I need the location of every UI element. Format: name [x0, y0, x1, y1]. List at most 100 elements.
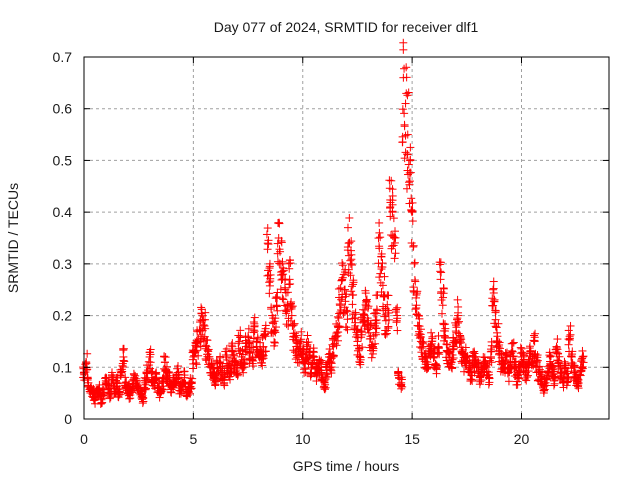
- data-point: [403, 150, 412, 159]
- data-point: [405, 180, 414, 189]
- data-point: [422, 365, 431, 374]
- data-point: [416, 332, 425, 341]
- data-point: [283, 306, 292, 315]
- data-point: [445, 348, 454, 357]
- data-point: [351, 318, 360, 327]
- data-point: [262, 230, 271, 239]
- data-point: [380, 329, 389, 338]
- data-point: [192, 360, 201, 369]
- y-tick-label: 0.3: [53, 256, 73, 272]
- data-point: [204, 345, 213, 354]
- data-point: [376, 269, 385, 278]
- data-point: [264, 240, 273, 249]
- data-point: [375, 218, 384, 227]
- data-point: [388, 207, 397, 216]
- data-point: [436, 258, 445, 267]
- data-point: [412, 303, 421, 312]
- y-tick-label: 0.6: [53, 101, 73, 117]
- data-point: [410, 259, 419, 268]
- data-point: [453, 314, 462, 323]
- data-point: [350, 314, 359, 323]
- data-point: [136, 386, 145, 395]
- data-point: [348, 291, 357, 300]
- data-point: [287, 303, 296, 312]
- data-point: [346, 256, 355, 265]
- data-point: [303, 331, 312, 340]
- data-point: [574, 384, 583, 393]
- data-point: [418, 338, 427, 347]
- data-point: [234, 331, 243, 340]
- data-point: [219, 380, 228, 389]
- data-point: [304, 338, 313, 347]
- data-point: [297, 327, 306, 336]
- data-point: [448, 363, 457, 372]
- data-point: [415, 334, 424, 343]
- data-point: [346, 271, 355, 280]
- data-point: [173, 362, 182, 371]
- data-point: [461, 343, 470, 352]
- data-point: [133, 381, 142, 390]
- data-point: [145, 361, 154, 370]
- data-point: [343, 223, 352, 232]
- data-point: [338, 261, 347, 270]
- data-point: [563, 367, 572, 376]
- data-point: [119, 346, 128, 355]
- data-point: [244, 324, 253, 333]
- data-point: [290, 319, 299, 328]
- data-point: [235, 337, 244, 346]
- data-point: [397, 373, 406, 382]
- data-point: [509, 352, 518, 361]
- data-point: [285, 280, 294, 289]
- data-point: [249, 356, 258, 365]
- data-point: [159, 382, 168, 391]
- data-point: [399, 45, 408, 54]
- data-point: [342, 306, 351, 315]
- data-point: [578, 354, 587, 363]
- data-point: [430, 352, 439, 361]
- data-point: [400, 109, 409, 118]
- data-point: [380, 312, 389, 321]
- data-point: [564, 326, 573, 335]
- data-point: [412, 310, 421, 319]
- data-point: [561, 359, 570, 368]
- data-point: [392, 305, 401, 314]
- data-point: [384, 315, 393, 324]
- data-point: [547, 361, 556, 370]
- data-point: [317, 368, 326, 377]
- data-point: [406, 155, 415, 164]
- data-point: [466, 377, 475, 386]
- y-tick-label: 0.1: [53, 359, 73, 375]
- data-point: [389, 214, 398, 223]
- data-point: [358, 343, 367, 352]
- data-point: [550, 376, 559, 385]
- x-axis-label: GPS time / hours: [293, 458, 400, 474]
- data-point: [189, 364, 198, 373]
- data-point: [431, 359, 440, 368]
- data-point: [406, 168, 415, 177]
- data-point: [119, 344, 128, 353]
- data-point: [146, 345, 155, 354]
- data-point: [401, 148, 410, 157]
- data-point: [486, 345, 495, 354]
- data-point: [553, 335, 562, 344]
- data-point: [568, 350, 577, 359]
- data-point: [380, 292, 389, 301]
- data-point: [261, 347, 270, 356]
- data-point: [408, 198, 417, 207]
- data-point: [265, 264, 274, 273]
- data-point: [286, 279, 295, 288]
- data-point: [306, 371, 315, 380]
- data-point: [265, 278, 274, 287]
- data-point: [227, 341, 236, 350]
- data-point: [429, 353, 438, 362]
- data-point: [297, 335, 306, 344]
- data-point: [490, 295, 499, 304]
- data-point: [407, 205, 416, 214]
- data-point: [201, 324, 210, 333]
- data-point: [335, 300, 344, 309]
- data-point: [338, 259, 347, 268]
- data-point: [437, 268, 446, 277]
- data-point: [491, 315, 500, 324]
- data-point: [462, 352, 471, 361]
- x-tick-label: 5: [189, 431, 197, 447]
